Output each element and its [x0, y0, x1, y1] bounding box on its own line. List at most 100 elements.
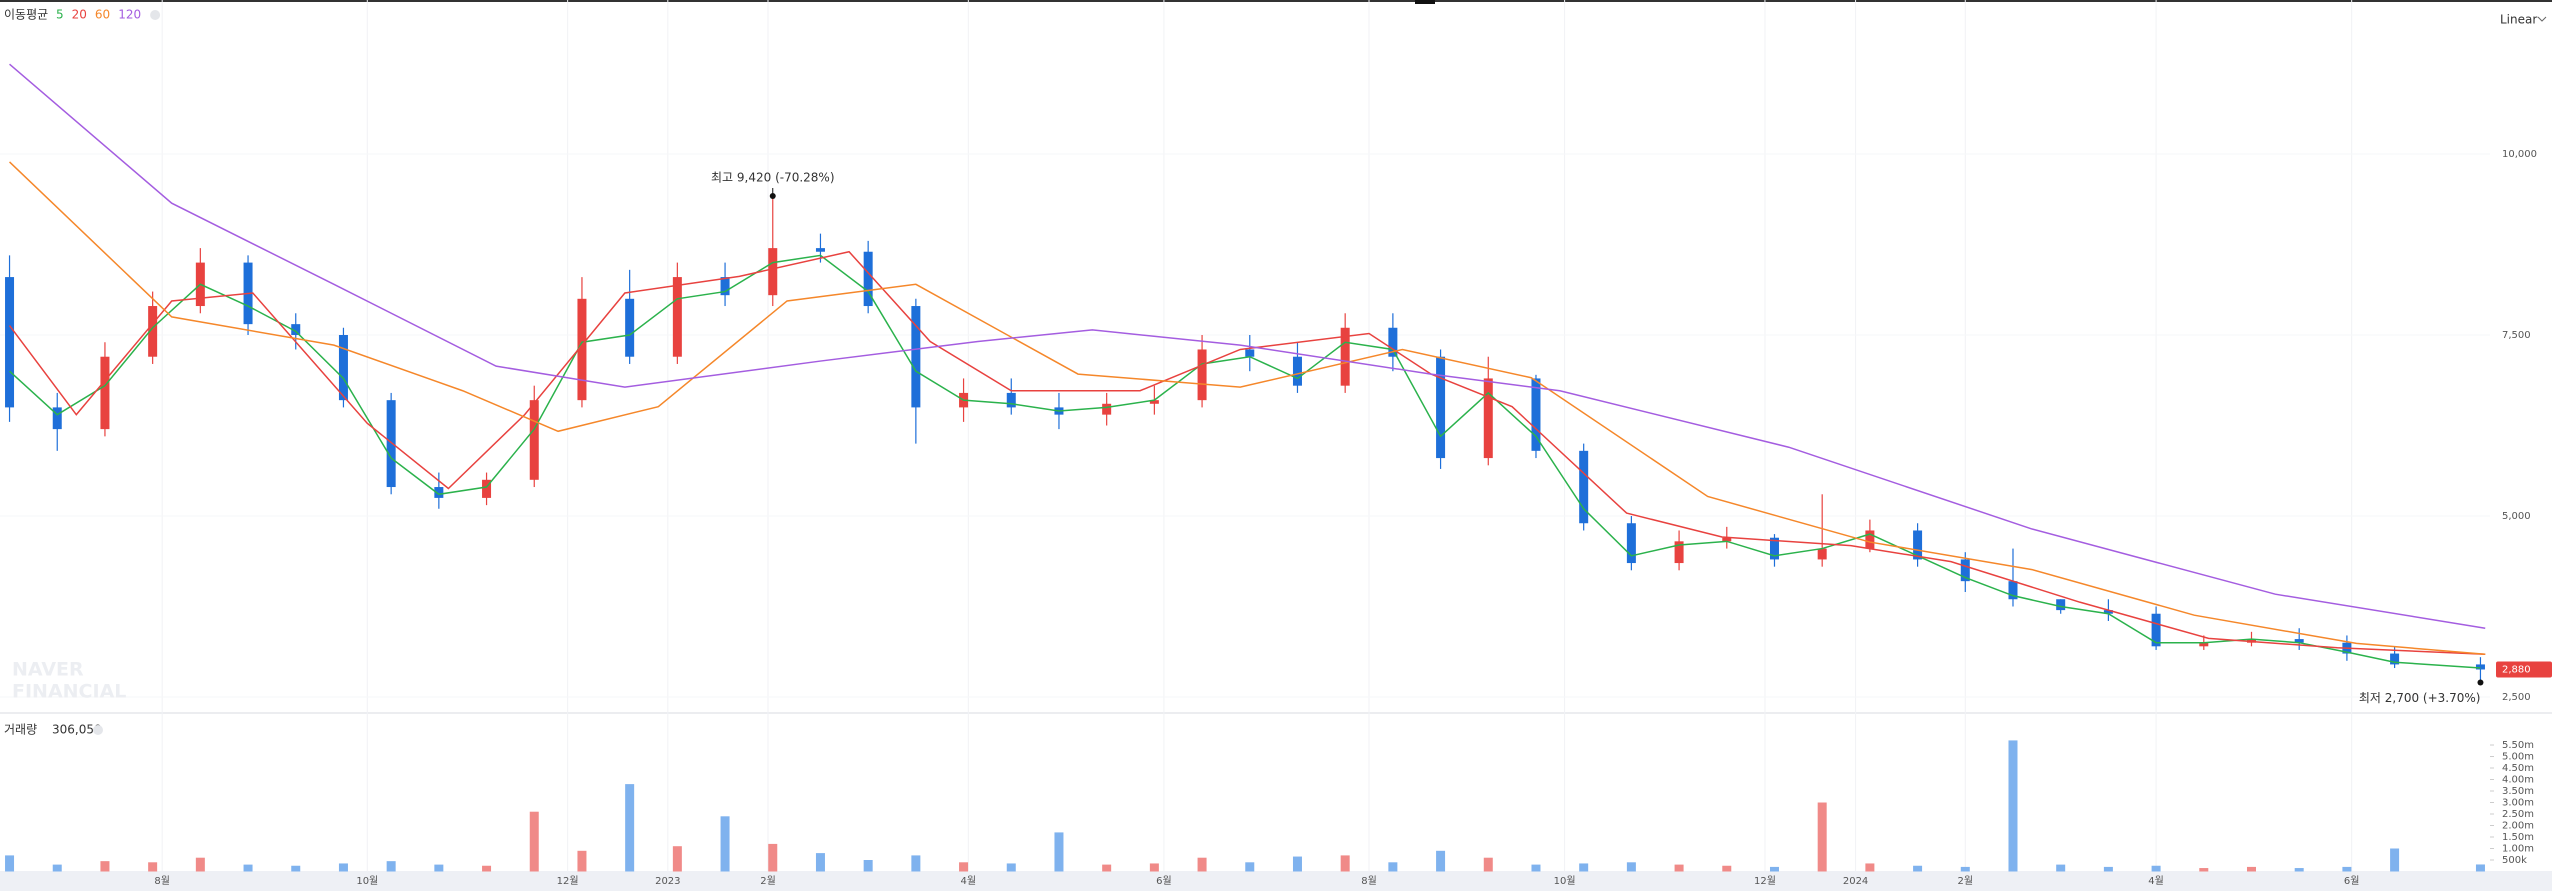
volume-bar [1292, 856, 1302, 872]
legend: 5 20 60 120 [56, 8, 161, 22]
volume-bar [2390, 848, 2400, 872]
candle-body [1865, 530, 1875, 549]
candle-body [291, 324, 301, 335]
volume-bar [863, 860, 873, 872]
volume-bar [2342, 866, 2352, 872]
candle-body [338, 334, 348, 401]
candle-body [529, 400, 539, 480]
x-tick-label: 10월 [1554, 875, 1576, 887]
legend-entry: 60 [95, 8, 110, 22]
volume-bar [625, 784, 635, 872]
candle-body [1960, 559, 1970, 582]
close-button[interactable] [150, 10, 161, 20]
candle-body [52, 407, 62, 430]
volume-bar [243, 864, 253, 872]
y-tick-label: 1.50m [2502, 832, 2534, 843]
y-tick-label: 1.00m [2502, 844, 2534, 855]
volume-bar [100, 861, 110, 872]
volume-bar [959, 862, 969, 872]
volume-label: 거래량 [4, 723, 37, 737]
volume-bar [1579, 863, 1589, 872]
volume-bar [1722, 865, 1732, 872]
volume-bar [1531, 864, 1541, 872]
legend-entry: 5 [56, 8, 64, 22]
volume-bar [1817, 802, 1827, 872]
candle-body [5, 277, 15, 408]
volume-bar [2475, 864, 2485, 872]
candle-body [1531, 378, 1541, 451]
y-tick-label: 3.00m [2502, 798, 2534, 809]
x-tick-label: 4월 [961, 875, 977, 887]
candle-body [1483, 378, 1493, 459]
volume-bar [2199, 868, 2209, 872]
moving-average-line [9, 254, 2481, 669]
volume-bar [577, 850, 587, 872]
candle-body [577, 298, 587, 401]
legend-entry: 20 [72, 8, 87, 22]
volume-bar [338, 863, 348, 872]
candle-body [2008, 581, 2018, 600]
x-tick-label: 6월 [1156, 875, 1172, 887]
volume-bar [2103, 866, 2113, 872]
moving-average-line [8, 250, 2486, 656]
scale-toggle[interactable]: Linear [2500, 13, 2537, 27]
y-tick-label: 10,000 [2502, 149, 2537, 160]
grid [161, 0, 2494, 872]
volume-bar [434, 864, 444, 872]
candle-body [1626, 523, 1636, 564]
last-price-label: 2,880 [2502, 664, 2531, 675]
candle-body [672, 277, 682, 357]
candle-body [1102, 403, 1112, 415]
moving-average-line [9, 63, 2486, 629]
x-tick-label: 6월 [2344, 875, 2360, 887]
candle-body [1245, 349, 1255, 357]
candle-body [1197, 349, 1207, 401]
candle-body [1579, 450, 1589, 524]
x-tick-label: 2월 [1958, 875, 1974, 887]
y-tick-label: 2.50m [2502, 809, 2534, 820]
volume-bar [1340, 855, 1350, 872]
x-tick-label: 10월 [356, 875, 378, 887]
candle-body [2151, 613, 2161, 647]
volume-bar [911, 855, 921, 872]
close-button[interactable] [93, 725, 103, 735]
candle-body [100, 356, 110, 430]
candle-body [1817, 548, 1827, 560]
legend-title: 이동평균 [4, 8, 48, 22]
candle-body [2294, 639, 2304, 643]
top-marker [1415, 0, 1435, 4]
candle-body [625, 298, 635, 357]
y-tick-label: 5.50m [2502, 740, 2534, 751]
annotation-text: 최저 2,700 (+3.70%) [2359, 691, 2481, 705]
volume-bar [148, 862, 158, 872]
x-tick-label: 12월 [557, 875, 579, 887]
chevron[interactable] [2537, 16, 2547, 22]
volume-bar [1388, 862, 1398, 872]
volume-bar [1483, 857, 1493, 872]
y-tick-label: 5,000 [2502, 511, 2531, 522]
volume-bar [1149, 863, 1159, 872]
candle-body [768, 248, 778, 296]
candle-body [815, 248, 825, 252]
volume-bar [672, 846, 682, 872]
y-tick-label: 4.50m [2502, 763, 2534, 774]
x-tick-label: 8월 [154, 875, 170, 887]
volume-bar [1626, 862, 1636, 872]
candle-body [720, 277, 730, 296]
x-tick-label: 4월 [2148, 875, 2164, 887]
volume-bar [1102, 864, 1112, 872]
x-tick-label: 8월 [1361, 875, 1377, 887]
legend-entry: 120 [118, 8, 141, 22]
candle-body [863, 251, 873, 307]
volume-bar [1006, 863, 1016, 872]
volume-bar [1197, 857, 1207, 872]
x-tick-label: 2024 [1843, 876, 1868, 887]
candle-body [1292, 356, 1302, 386]
candle-body [1149, 400, 1159, 404]
volume-bar [1436, 850, 1446, 872]
volume-bar [52, 864, 62, 872]
volume-bar [195, 857, 205, 872]
volume-current: 306,050 [52, 723, 102, 737]
y-tick-label: 7,500 [2502, 330, 2531, 341]
